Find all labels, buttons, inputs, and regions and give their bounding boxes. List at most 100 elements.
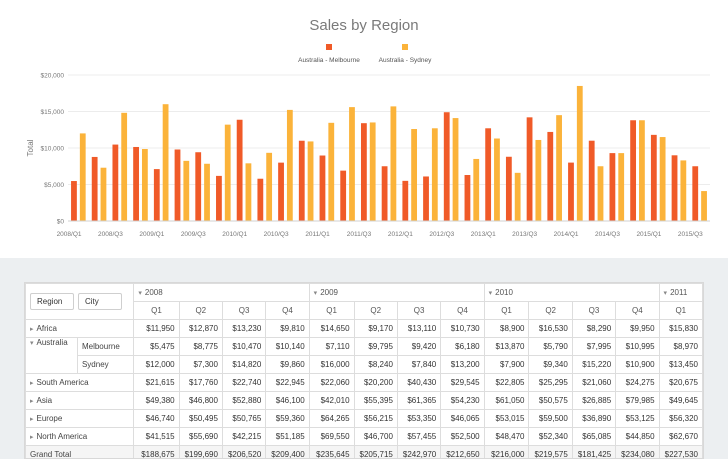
value-cell: $55,690 — [178, 427, 223, 446]
bar — [618, 153, 625, 221]
x-tick-label: 2015/Q1 — [636, 231, 661, 238]
quarter-header: Q3 — [396, 301, 442, 320]
bar — [257, 178, 264, 221]
value-cell: $8,900 — [483, 319, 530, 338]
value-cell: $205,715 — [353, 445, 398, 458]
value-cell: $10,470 — [221, 337, 267, 356]
value-cell: $13,230 — [221, 319, 267, 338]
value-cell: $21,615 — [133, 373, 180, 392]
bar — [390, 106, 397, 221]
quarter-header: Q2 — [178, 301, 223, 320]
value-cell: $55,395 — [353, 391, 398, 410]
collapse-arrow-icon[interactable]: ▾ — [663, 290, 668, 297]
bar — [236, 119, 243, 221]
x-tick-label: 2013/Q3 — [512, 231, 537, 238]
value-cell: $59,500 — [528, 409, 573, 428]
year-header[interactable]: ▾ 2008 — [133, 283, 310, 302]
region-label: Europe — [36, 414, 63, 423]
value-cell: $49,645 — [658, 391, 703, 410]
value-cell: $8,290 — [571, 319, 617, 338]
pivot-table: Region City ▾ 2008 ▾ 2009 ▾ 2010 ▾ 2011 Q1 Q2 Q3 Q4 Q1… — [25, 283, 703, 458]
value-cell: $7,900 — [483, 355, 530, 374]
x-tick-label: 2014/Q3 — [595, 231, 620, 238]
year-label: 2011 — [670, 288, 688, 297]
value-cell: $52,340 — [528, 427, 573, 446]
region-cell[interactable]: ▸ Europe — [25, 409, 135, 428]
table-row: ▸ Asia $49,380 $46,800 $52,880 $46,100 $42,010… — [25, 391, 703, 410]
value-cell: $8,970 — [658, 337, 703, 356]
value-cell: $10,730 — [440, 319, 485, 338]
bar — [588, 140, 595, 221]
value-cell: $13,870 — [483, 337, 530, 356]
expand-arrow-icon[interactable]: ▸ — [30, 326, 34, 333]
region-cell[interactable]: Grand Total — [25, 445, 135, 458]
pivot-grid: Region City ▾ 2008 ▾ 2009 ▾ 2010 ▾ 2011 Q1 Q2 Q3 Q4 Q1… — [24, 282, 704, 459]
value-cell: $15,220 — [571, 355, 617, 374]
expand-arrow-icon[interactable]: ▾ — [30, 340, 34, 347]
field-button-city[interactable]: City — [78, 293, 122, 310]
quarter-header: Q3 — [221, 301, 267, 320]
value-cell: $12,870 — [178, 319, 223, 338]
region-cell[interactable]: ▸ North America — [25, 427, 135, 446]
year-header[interactable]: ▾ 2009 — [308, 283, 485, 302]
value-cell: $17,760 — [178, 373, 223, 392]
bar — [464, 175, 471, 221]
collapse-arrow-icon[interactable]: ▾ — [313, 290, 318, 297]
bar — [319, 155, 326, 221]
x-tick-label: 2012/Q1 — [388, 231, 413, 238]
region-cell[interactable]: ▸ Africa — [25, 319, 135, 338]
value-cell: $188,675 — [133, 445, 180, 458]
bar — [494, 138, 500, 221]
expand-arrow-icon[interactable]: ▸ — [30, 380, 34, 387]
bar — [556, 115, 562, 221]
bar — [307, 141, 314, 221]
region-label: North America — [36, 432, 88, 441]
table-row: Grand Total $188,675 $199,690 $206,520 $209,… — [25, 445, 703, 458]
value-cell: $212,650 — [440, 445, 485, 458]
bar — [411, 129, 418, 221]
region-cell[interactable]: ▸ Asia — [25, 391, 135, 410]
bar — [79, 133, 86, 221]
value-cell: $8,775 — [178, 337, 223, 356]
x-tick-label: 2011/Q1 — [305, 231, 330, 238]
bar — [369, 122, 376, 221]
bar — [381, 166, 388, 221]
table-row: ▸ South America $21,615 $17,760 $22,740 $22,9… — [25, 373, 703, 392]
y-tick-label: $0 — [57, 219, 65, 226]
collapse-arrow-icon[interactable]: ▾ — [138, 290, 142, 297]
quarter-header: Q1 — [133, 301, 180, 320]
value-cell: $24,275 — [615, 373, 660, 392]
region-cell[interactable]: ▾ Australia — [25, 337, 78, 374]
bar — [671, 155, 678, 221]
year-label: 2010 — [495, 288, 513, 297]
bar — [174, 149, 181, 221]
expand-arrow-icon[interactable]: ▸ — [30, 434, 34, 441]
bar — [443, 112, 450, 221]
value-cell: $44,850 — [615, 427, 660, 446]
region-cell[interactable]: ▸ South America — [25, 373, 135, 392]
bar — [349, 107, 355, 221]
bar — [266, 152, 273, 221]
field-button-region[interactable]: Region — [30, 293, 74, 310]
x-tick-label: 2009/Q1 — [139, 231, 164, 238]
value-cell: $10,140 — [265, 337, 310, 356]
sales-chart: Sales by Region Australia - Melbourne Aust… — [26, 17, 710, 238]
value-cell: $64,265 — [308, 409, 355, 428]
value-cell: $42,215 — [221, 427, 267, 446]
value-cell: $50,575 — [528, 391, 573, 410]
year-header[interactable]: ▾ 2010 — [483, 283, 660, 302]
city-cell: Sydney — [76, 355, 135, 374]
expand-arrow-icon[interactable]: ▸ — [30, 416, 34, 423]
bar — [298, 140, 305, 221]
bar — [452, 118, 459, 221]
collapse-arrow-icon[interactable]: ▾ — [488, 290, 493, 297]
value-cell: $46,700 — [353, 427, 398, 446]
value-cell: $22,805 — [483, 373, 530, 392]
bar — [183, 160, 190, 221]
value-cell: $57,455 — [396, 427, 442, 446]
year-header[interactable]: ▾ 2011 — [658, 283, 703, 302]
value-cell: $10,900 — [615, 355, 660, 374]
value-cell: $7,110 — [308, 337, 355, 356]
expand-arrow-icon[interactable]: ▸ — [30, 398, 34, 405]
value-cell: $7,300 — [178, 355, 223, 374]
